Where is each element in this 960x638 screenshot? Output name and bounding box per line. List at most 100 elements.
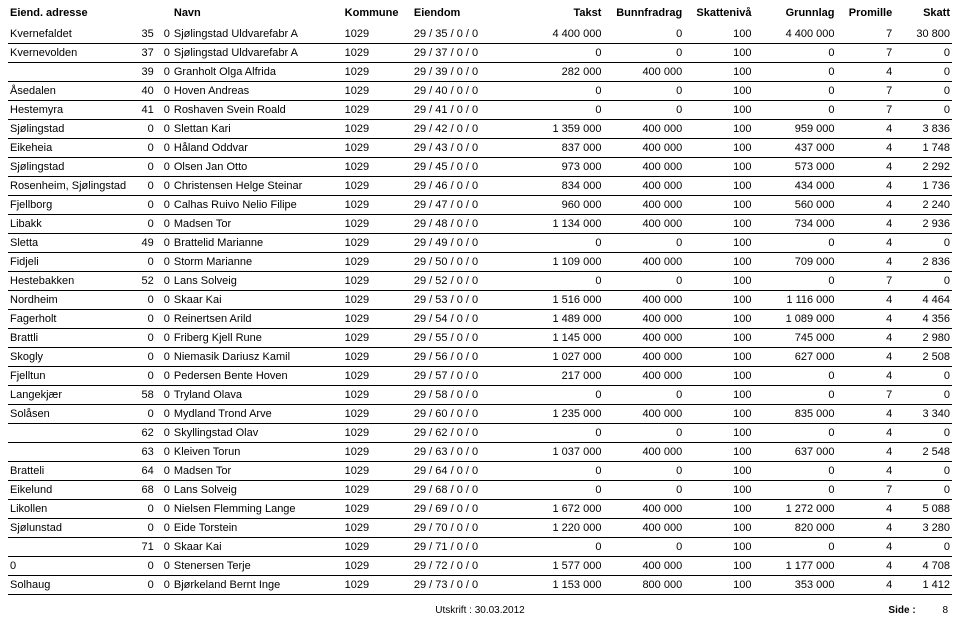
cell-eiendom: 29 / 54 / 0 / 0 (412, 310, 520, 329)
cell-a2: 58 (126, 386, 156, 405)
cell-a3: 0 (156, 367, 172, 386)
cell-kommune: 1029 (343, 139, 412, 158)
cell-a2: 71 (126, 538, 156, 557)
header-takst: Takst (520, 4, 603, 25)
cell-a2: 0 (126, 405, 156, 424)
cell-kommune: 1029 (343, 82, 412, 101)
cell-eiendom: 29 / 71 / 0 / 0 (412, 538, 520, 557)
cell-eiendom: 29 / 48 / 0 / 0 (412, 215, 520, 234)
cell-a3: 0 (156, 63, 172, 82)
table-row: Sjølingstad00Olsen Jan Otto102929 / 45 /… (8, 158, 952, 177)
cell-skniv: 100 (684, 405, 753, 424)
cell-takst: 973 000 (520, 158, 603, 177)
cell-takst: 1 109 000 (520, 253, 603, 272)
cell-grunn: 560 000 (753, 196, 836, 215)
cell-takst: 1 037 000 (520, 443, 603, 462)
table-row: Kvernevolden370Sjølingstad Uldvarefabr A… (8, 44, 952, 63)
table-row: Libakk00Madsen Tor102929 / 48 / 0 / 01 1… (8, 215, 952, 234)
cell-takst: 834 000 (520, 177, 603, 196)
cell-skatt: 0 (894, 424, 952, 443)
cell-a3: 0 (156, 196, 172, 215)
cell-takst: 1 134 000 (520, 215, 603, 234)
cell-navn: Lans Solveig (172, 272, 343, 291)
header-skatteniva: Skattenivå (684, 4, 753, 25)
cell-kommune: 1029 (343, 177, 412, 196)
cell-a2: 0 (126, 196, 156, 215)
header-navn: Navn (172, 4, 343, 25)
cell-bunn: 0 (603, 462, 684, 481)
cell-bunn: 0 (603, 481, 684, 500)
cell-bunn: 0 (603, 272, 684, 291)
cell-eiendom: 29 / 72 / 0 / 0 (412, 557, 520, 576)
cell-prom: 7 (837, 101, 895, 120)
cell-skatt: 1 748 (894, 139, 952, 158)
cell-takst: 0 (520, 462, 603, 481)
cell-bunn: 400 000 (603, 139, 684, 158)
footer-printed: Utskrift : 30.03.2012 (324, 605, 636, 616)
cell-takst: 1 359 000 (520, 120, 603, 139)
cell-skniv: 100 (684, 158, 753, 177)
cell-skniv: 100 (684, 348, 753, 367)
cell-grunn: 1 089 000 (753, 310, 836, 329)
page-footer: Utskrift : 30.03.2012 Side : 8 (8, 595, 952, 622)
cell-takst: 0 (520, 386, 603, 405)
cell-skniv: 100 (684, 177, 753, 196)
cell-navn: Calhas Ruivo Nelio Filipe (172, 196, 343, 215)
cell-addr: Eikeheia (8, 139, 126, 158)
cell-skatt: 0 (894, 101, 952, 120)
cell-eiendom: 29 / 62 / 0 / 0 (412, 424, 520, 443)
cell-prom: 4 (837, 139, 895, 158)
cell-kommune: 1029 (343, 557, 412, 576)
table-row: Sjølingstad00Slettan Kari102929 / 42 / 0… (8, 120, 952, 139)
cell-kommune: 1029 (343, 234, 412, 253)
cell-prom: 4 (837, 519, 895, 538)
cell-a2: 0 (126, 500, 156, 519)
table-row: Bratteli640Madsen Tor102929 / 64 / 0 / 0… (8, 462, 952, 481)
cell-a2: 39 (126, 63, 156, 82)
cell-navn: Skyllingstad Olav (172, 424, 343, 443)
cell-skniv: 100 (684, 500, 753, 519)
cell-a3: 0 (156, 101, 172, 120)
cell-eiendom: 29 / 64 / 0 / 0 (412, 462, 520, 481)
cell-prom: 7 (837, 481, 895, 500)
cell-kommune: 1029 (343, 272, 412, 291)
cell-skniv: 100 (684, 234, 753, 253)
cell-prom: 4 (837, 500, 895, 519)
cell-prom: 4 (837, 234, 895, 253)
cell-skniv: 100 (684, 386, 753, 405)
cell-a3: 0 (156, 253, 172, 272)
cell-addr: Hestebakken (8, 272, 126, 291)
table-row: Åsedalen400Hoven Andreas102929 / 40 / 0 … (8, 82, 952, 101)
cell-skatt: 0 (894, 272, 952, 291)
cell-addr: Libakk (8, 215, 126, 234)
cell-kommune: 1029 (343, 481, 412, 500)
cell-skatt: 2 240 (894, 196, 952, 215)
cell-skatt: 2 292 (894, 158, 952, 177)
cell-a3: 0 (156, 443, 172, 462)
cell-takst: 1 672 000 (520, 500, 603, 519)
table-row: Langekjær580Tryland Olava102929 / 58 / 0… (8, 386, 952, 405)
cell-a2: 0 (126, 120, 156, 139)
cell-skniv: 100 (684, 272, 753, 291)
table-row: Solhaug00Bjørkeland Bernt Inge102929 / 7… (8, 576, 952, 595)
cell-a2: 0 (126, 253, 156, 272)
cell-a3: 0 (156, 386, 172, 405)
cell-addr: Kvernefaldet (8, 25, 126, 44)
cell-a3: 0 (156, 405, 172, 424)
cell-skatt: 5 088 (894, 500, 952, 519)
cell-kommune: 1029 (343, 348, 412, 367)
cell-a3: 0 (156, 519, 172, 538)
cell-a2: 0 (126, 177, 156, 196)
cell-a2: 0 (126, 367, 156, 386)
cell-bunn: 400 000 (603, 158, 684, 177)
cell-grunn: 745 000 (753, 329, 836, 348)
cell-kommune: 1029 (343, 25, 412, 44)
cell-kommune: 1029 (343, 405, 412, 424)
cell-a3: 0 (156, 576, 172, 595)
cell-kommune: 1029 (343, 291, 412, 310)
cell-skatt: 0 (894, 462, 952, 481)
cell-prom: 4 (837, 405, 895, 424)
cell-bunn: 800 000 (603, 576, 684, 595)
cell-skatt: 0 (894, 44, 952, 63)
cell-kommune: 1029 (343, 424, 412, 443)
